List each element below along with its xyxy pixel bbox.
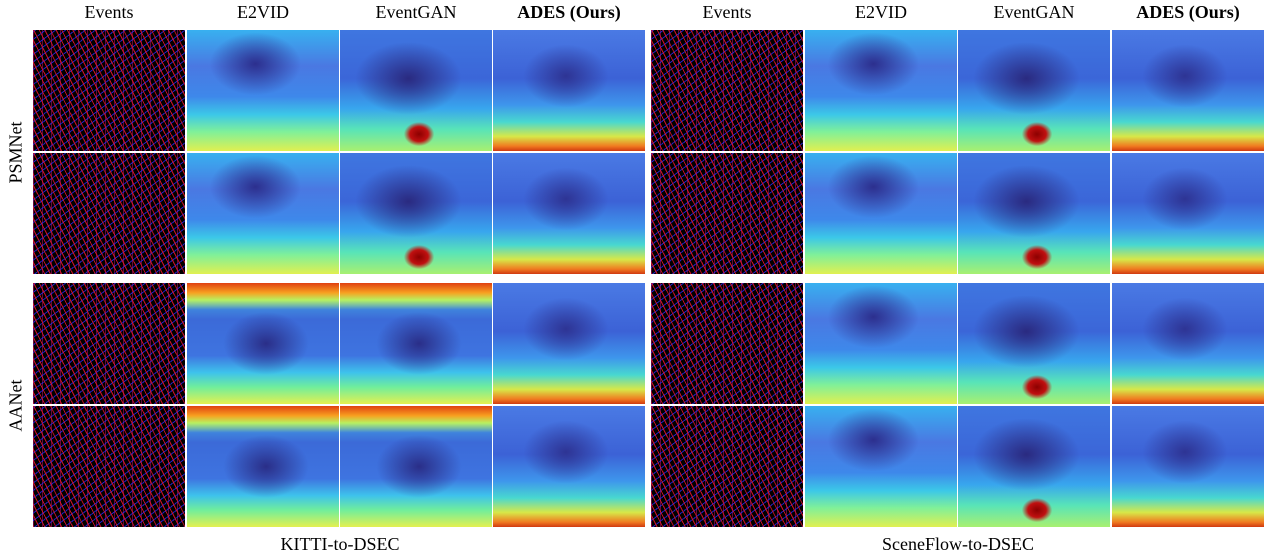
depth-map — [805, 30, 957, 151]
depth-map — [805, 406, 957, 527]
column-header: E2VID — [855, 2, 907, 22]
depth-map — [958, 283, 1110, 404]
column-header: E2VID — [237, 2, 289, 22]
depth-map — [493, 406, 645, 527]
depth-map — [187, 406, 339, 527]
depth-map — [493, 283, 645, 404]
event-image — [651, 30, 803, 151]
depth-map — [493, 30, 645, 151]
depth-map — [340, 283, 492, 404]
depth-map — [340, 30, 492, 151]
depth-map — [1112, 406, 1264, 527]
event-image — [33, 153, 185, 274]
depth-map — [1112, 30, 1264, 151]
depth-map — [187, 30, 339, 151]
column-header: Events — [84, 2, 134, 22]
row-label-text: PSMNet — [5, 120, 26, 184]
row-label: PSMNet — [2, 30, 30, 274]
column-header: ADES (Ours) — [1136, 2, 1240, 22]
group-caption: SceneFlow-to-DSEC — [882, 534, 1034, 554]
row-label-text: AANet — [5, 379, 26, 431]
column-header: EventGAN — [993, 2, 1075, 22]
event-image — [651, 153, 803, 274]
depth-map — [1112, 283, 1264, 404]
column-header: EventGAN — [375, 2, 457, 22]
group-caption: KITTI-to-DSEC — [280, 534, 400, 554]
event-image — [33, 283, 185, 404]
event-image — [651, 406, 803, 527]
depth-map — [493, 153, 645, 274]
depth-map — [958, 30, 1110, 151]
event-image — [33, 406, 185, 527]
event-image — [651, 283, 803, 404]
row-label: AANet — [2, 283, 30, 527]
depth-map — [187, 283, 339, 404]
column-header: Events — [702, 2, 752, 22]
depth-map — [187, 153, 339, 274]
column-header: ADES (Ours) — [517, 2, 621, 22]
depth-map — [805, 283, 957, 404]
depth-map — [340, 153, 492, 274]
depth-map — [958, 153, 1110, 274]
depth-map — [958, 406, 1110, 527]
depth-map — [805, 153, 957, 274]
depth-map — [340, 406, 492, 527]
event-image — [33, 30, 185, 151]
depth-map — [1112, 153, 1264, 274]
